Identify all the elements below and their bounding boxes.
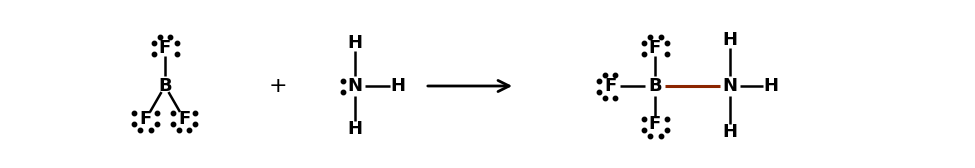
Text: H: H <box>347 34 363 52</box>
Text: H: H <box>722 31 737 49</box>
Text: F: F <box>139 110 152 128</box>
Text: N: N <box>722 77 737 95</box>
Text: N: N <box>347 77 363 95</box>
Text: F: F <box>604 77 616 95</box>
Text: +: + <box>269 76 288 96</box>
Text: H: H <box>763 77 778 95</box>
Text: H: H <box>347 120 363 138</box>
Text: H: H <box>722 123 737 141</box>
Text: F: F <box>177 110 190 128</box>
Text: B: B <box>158 77 172 95</box>
Text: F: F <box>649 39 661 57</box>
Text: F: F <box>159 39 172 57</box>
Text: B: B <box>648 77 662 95</box>
Text: F: F <box>649 115 661 133</box>
Text: H: H <box>391 77 406 95</box>
